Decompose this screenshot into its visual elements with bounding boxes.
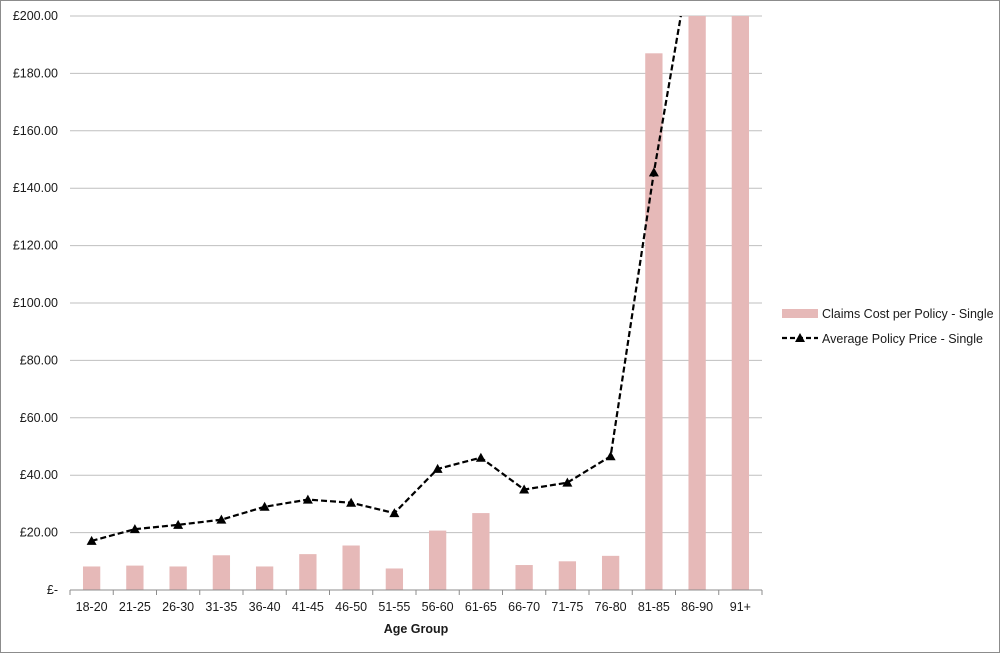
line-marker-66-70	[519, 484, 530, 494]
x-tick-label: 91+	[730, 600, 751, 614]
y-tick-label: £100.00	[13, 296, 58, 310]
y-tick-label: £180.00	[13, 66, 58, 80]
bar-76-80	[601, 555, 620, 590]
bar-18-20	[82, 566, 101, 590]
x-tick-label: 81-85	[638, 600, 670, 614]
x-tick-label: 86-90	[681, 600, 713, 614]
bar-66-70	[515, 565, 533, 590]
bar-21-25	[126, 565, 144, 590]
y-tick-label: £120.00	[13, 239, 58, 253]
line-marker-81-85	[648, 167, 659, 177]
line-marker-31-35	[216, 514, 227, 524]
line-marker-61-65	[475, 452, 486, 462]
x-tick-label: 51-55	[378, 600, 410, 614]
line-marker-71-75	[562, 477, 573, 487]
bar-26-30	[169, 566, 187, 590]
bar-56-60	[428, 530, 447, 590]
x-axis-ticks: 18-20 21-25 26-30 31-35 36-40 41-45 46-50 51-55…	[69, 590, 763, 614]
bar-36-40	[255, 566, 274, 590]
x-tick-label: 66-70	[508, 600, 540, 614]
y-tick-label: £20.00	[20, 526, 58, 540]
line-series	[86, 16, 682, 545]
line-marker-56-60	[432, 463, 443, 473]
x-tick-label: 76-80	[595, 600, 627, 614]
y-axis-ticks: £- £20.00 £40.00 £60.00 £80.00 £100.00 £120.00…	[13, 9, 58, 597]
y-tick-label: £80.00	[20, 353, 58, 367]
x-tick-label: 21-25	[119, 600, 151, 614]
x-tick-label: 41-45	[292, 600, 324, 614]
y-tick-label: £140.00	[13, 181, 58, 195]
x-tick-label: 61-65	[465, 600, 497, 614]
line-marker-18-20	[86, 535, 97, 545]
line-marker-51-55	[389, 508, 400, 518]
line-marker-26-30	[173, 519, 184, 529]
y-tick-label: £40.00	[20, 468, 58, 482]
x-tick-label: 46-50	[335, 600, 367, 614]
y-tick-label: £60.00	[20, 411, 58, 425]
x-tick-label: 31-35	[205, 600, 237, 614]
bar-91+	[731, 16, 750, 590]
line-marker-21-25	[129, 524, 140, 534]
bar-81-85	[645, 53, 663, 590]
x-tick-label: 56-60	[422, 600, 454, 614]
legend-label-line: Average Policy Price - Single	[822, 332, 983, 346]
bar-86-90	[688, 16, 706, 590]
bar-41-45	[299, 554, 317, 590]
x-tick-label: 36-40	[249, 600, 281, 614]
bar-46-50	[342, 545, 360, 590]
x-tick-label: 71-75	[551, 600, 583, 614]
line-marker-41-45	[302, 494, 313, 504]
bar-51-55	[385, 568, 404, 590]
legend-marker-triangle	[795, 333, 805, 342]
y-tick-label: £-	[47, 583, 58, 597]
x-axis-title: Age Group	[384, 622, 449, 636]
x-tick-label: 26-30	[162, 600, 194, 614]
line-marker-76-80	[605, 451, 616, 461]
bar-31-35	[212, 555, 231, 590]
bar-61-65	[472, 513, 490, 590]
line-marker-46-50	[346, 497, 357, 507]
bar-series	[82, 16, 750, 590]
legend: Claims Cost per Policy - Single Average P…	[782, 307, 994, 346]
x-tick-label: 18-20	[76, 600, 108, 614]
bar-71-75	[558, 561, 577, 590]
y-tick-label: £160.00	[13, 124, 58, 138]
legend-swatch-bar	[782, 309, 818, 318]
legend-label-bar: Claims Cost per Policy - Single	[822, 307, 994, 321]
line-marker-36-40	[259, 501, 270, 511]
y-tick-label: £200.00	[13, 9, 58, 23]
